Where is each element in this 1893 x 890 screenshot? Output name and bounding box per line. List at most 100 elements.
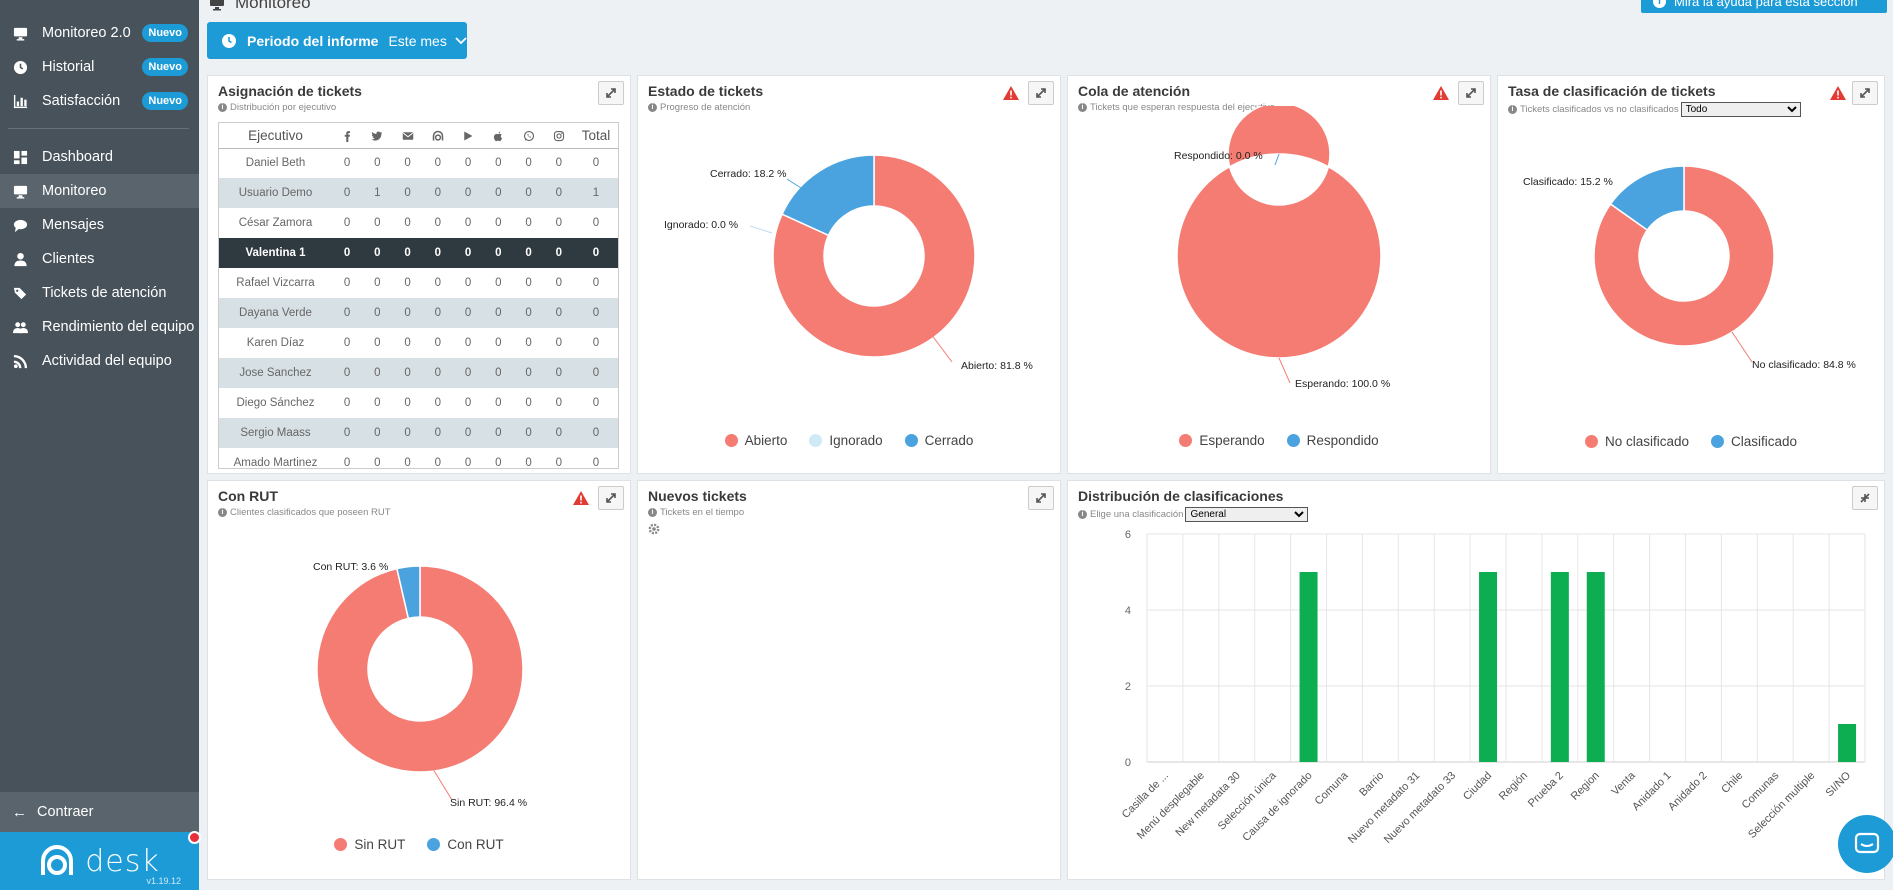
column-header-ejecutivo[interactable]: Ejecutivo <box>219 123 332 149</box>
period-dropdown[interactable]: Periodo del informe Este mes <box>207 22 467 59</box>
legend-swatch <box>904 434 918 447</box>
column-header-whatsapp[interactable] <box>513 123 544 149</box>
legend-swatch <box>1711 435 1724 448</box>
count-cell: 0 <box>434 217 442 229</box>
collapse-button[interactable]: ← Contraer <box>0 792 199 832</box>
expand-button[interactable] <box>1028 486 1054 510</box>
column-header-instagram[interactable] <box>543 123 574 149</box>
donut-slice-clasificado[interactable] <box>1609 165 1685 232</box>
donut-slice-sin-rut[interactable] <box>316 565 524 773</box>
bar[interactable] <box>1299 572 1318 762</box>
help-button-label: Mira la ayuda para esta sección <box>1674 0 1858 9</box>
sidebar-item-actividad-del-equipo[interactable]: Actividad del equipo <box>0 344 199 378</box>
count-cell: 0 <box>434 157 442 170</box>
legend-label: Clasificado <box>1731 434 1798 449</box>
chat-launcher-button[interactable] <box>1838 815 1893 873</box>
legend-item[interactable]: Clasificado <box>1711 434 1797 449</box>
classification-select[interactable]: General <box>1185 507 1309 522</box>
count-cell: 0 <box>453 298 484 328</box>
count-cell: 0 <box>464 337 472 349</box>
sidebar-item-historial[interactable]: Historial Nuevo <box>0 50 199 84</box>
table-row[interactable]: Usuario Demo 0 1 0 0 0 0 0 0 1 <box>219 178 618 208</box>
warning-icon[interactable] <box>1432 85 1450 101</box>
sidebar-item-monitoreo[interactable]: Monitoreo <box>0 174 199 208</box>
sidebar-item-dashboard[interactable]: Dashboard <box>0 140 199 174</box>
table-row[interactable]: Jose Sanchez 0 0 0 0 0 0 0 0 0 <box>219 358 618 388</box>
gear-icon[interactable] <box>648 523 660 535</box>
legend-item[interactable]: No clasificado <box>1584 434 1689 449</box>
legend-item[interactable]: Sin RUT <box>334 837 405 852</box>
legend-item[interactable]: Ignorado <box>809 433 883 448</box>
x-tick-label: Causa de ignorado <box>1240 770 1314 844</box>
column-header-email[interactable] <box>392 123 423 149</box>
sidebar-item-monitoreo-2-0[interactable]: Monitoreo 2.0 Nuevo <box>0 16 199 50</box>
classification-filter-select[interactable]: Todo <box>1680 102 1801 117</box>
warning-icon[interactable] <box>572 490 590 506</box>
warning-icon[interactable] <box>1829 85 1847 101</box>
warning-icon[interactable] <box>1002 85 1020 101</box>
sidebar-item-clientes[interactable]: Clientes <box>0 242 199 276</box>
count-cell: 0 <box>525 337 532 349</box>
column-header-desk[interactable] <box>422 123 453 149</box>
x-tick-label: Nuevo metadato 33 <box>1382 770 1458 846</box>
y-tick-label: 4 <box>1125 605 1131 617</box>
table-row[interactable]: César Zamora 0 0 0 0 0 0 0 0 0 <box>219 208 618 238</box>
table-row[interactable]: Sergio Maass 0 0 0 0 0 0 0 0 0 <box>219 418 618 448</box>
collapse-label: Contraer <box>37 804 94 820</box>
sidebar-item-tickets-de-atención[interactable]: Tickets de atención <box>0 276 199 310</box>
chart-legend: Abierto Ignorado Cerrado <box>638 433 1060 448</box>
bar[interactable] <box>1479 572 1498 762</box>
brand-logo[interactable]: desk v1.19.12 <box>0 832 199 890</box>
donut-slice-con-rut[interactable] <box>396 565 421 620</box>
sidebar-item-rendimiento-del-equipo[interactable]: Rendimiento del equipo <box>0 310 199 344</box>
legend-item[interactable]: Respondido <box>1286 433 1379 448</box>
donut-slice-no-clasificado[interactable] <box>1593 165 1775 347</box>
table-row[interactable]: Diego Sánchez 0 0 0 0 0 0 0 0 0 <box>219 388 618 418</box>
panel-subtitle-text: Tickets en el tiempo <box>660 507 745 518</box>
expand-button[interactable] <box>1458 81 1484 105</box>
count-cell: 0 <box>362 358 393 388</box>
expand-button[interactable] <box>598 486 624 510</box>
label-connector <box>1274 153 1280 166</box>
expand-button[interactable] <box>598 81 624 105</box>
x-tick-label: Chile <box>1719 770 1745 796</box>
count-cell: 0 <box>483 178 514 208</box>
expand-icon <box>1860 88 1870 98</box>
column-header-total[interactable]: Total <box>574 123 618 149</box>
bar[interactable] <box>1586 572 1605 762</box>
legend-item[interactable]: Con RUT <box>427 837 504 852</box>
count-cell: 0 <box>404 157 411 170</box>
table-row[interactable]: Karen Díaz 0 0 0 0 0 0 0 0 0 <box>219 328 618 358</box>
legend-item[interactable]: Abierto <box>724 433 787 448</box>
bar[interactable] <box>1550 572 1569 762</box>
donut-slice-cerrado[interactable] <box>781 154 875 237</box>
table-row[interactable]: Daniel Beth 0 0 0 0 0 0 0 0 0 <box>219 148 618 178</box>
page-title-text: Monitoreo <box>235 0 311 12</box>
count-cell: 0 <box>453 238 484 268</box>
count-cell: 0 <box>392 238 423 268</box>
table-row[interactable]: Rafael Vizcarra 0 0 0 0 0 0 0 0 0 <box>219 268 618 298</box>
legend-item[interactable]: Cerrado <box>904 433 973 448</box>
expand-button[interactable] <box>1852 81 1878 105</box>
brand-name: desk <box>85 843 160 879</box>
column-header-play[interactable] <box>453 123 484 149</box>
panel-subtitle-text: Distribución por ejecutivo <box>230 102 337 113</box>
table-row[interactable]: Dayana Verde 0 0 0 0 0 0 0 0 0 <box>219 298 618 328</box>
help-button[interactable]: i Mira la ayuda para esta sección <box>1641 0 1887 13</box>
column-header-apple[interactable] <box>483 123 514 149</box>
donut-slice-abierto[interactable] <box>772 154 976 358</box>
bar[interactable] <box>1838 724 1857 762</box>
legend-item[interactable]: Esperando <box>1179 433 1265 448</box>
table-row[interactable]: Amado Martinez 0 0 0 0 0 0 0 0 0 <box>219 448 618 469</box>
expand-button[interactable] <box>1028 81 1054 105</box>
twitter-icon <box>371 131 383 141</box>
collapse-button[interactable] <box>1852 486 1878 510</box>
info-icon: i <box>1508 105 1517 114</box>
donut-slice-esperando[interactable] <box>1176 106 1382 359</box>
sidebar-item-satisfacción[interactable]: Satisfacción Nuevo <box>0 84 199 118</box>
count-cell: 0 <box>343 457 351 469</box>
column-header-twitter[interactable] <box>362 123 393 149</box>
column-header-facebook[interactable] <box>332 123 363 149</box>
sidebar-item-mensajes[interactable]: Mensajes <box>0 208 199 242</box>
